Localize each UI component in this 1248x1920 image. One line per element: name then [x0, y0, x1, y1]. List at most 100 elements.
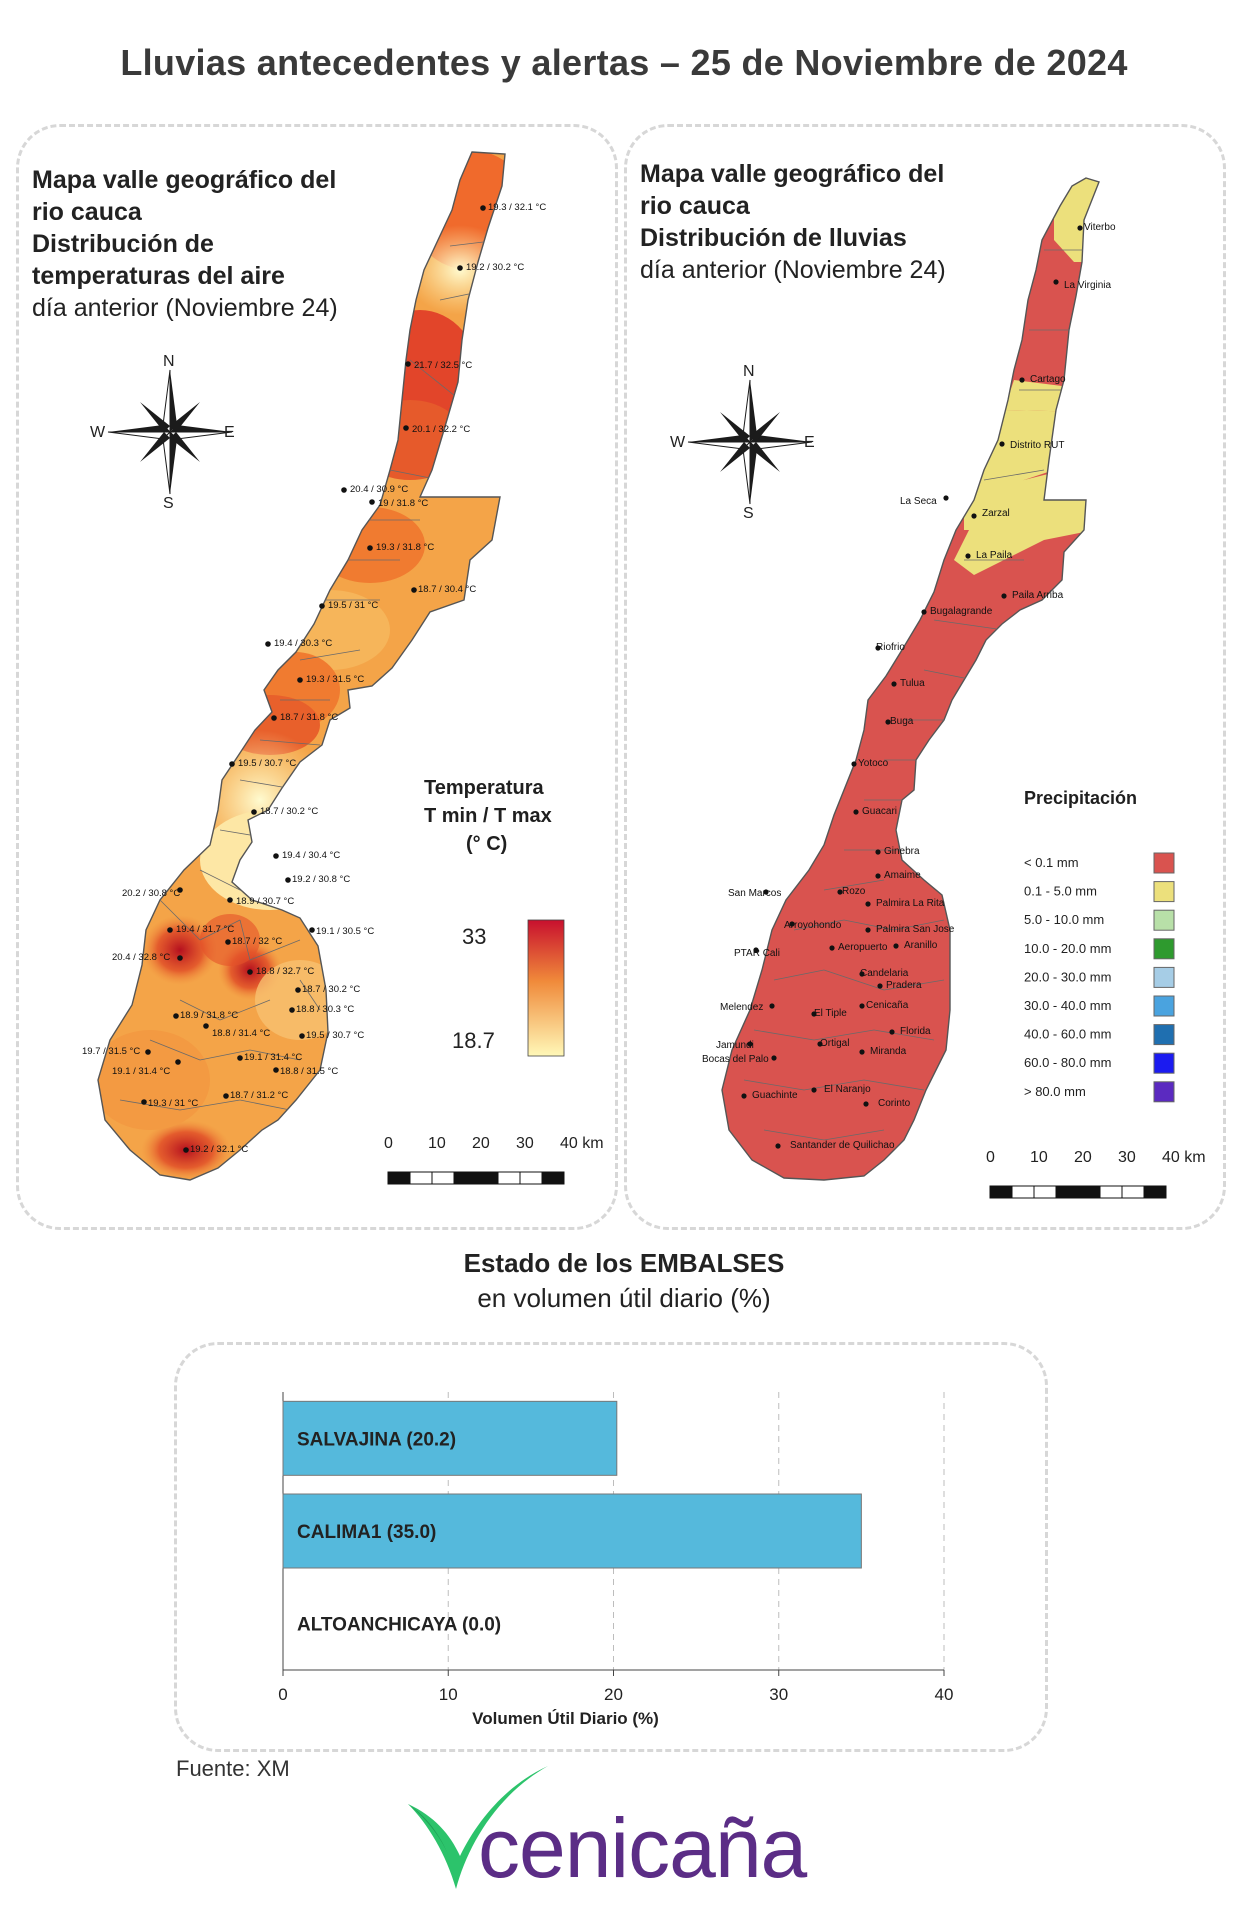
rain-station-label: Paila Arriba	[1012, 590, 1064, 601]
scale-segment	[519, 1171, 543, 1185]
scale-segment	[989, 1185, 1013, 1199]
rain-station-dot	[811, 1087, 817, 1093]
page-title: Lluvias antecedentes y alertas – 25 de N…	[120, 42, 1128, 83]
precip-legend-swatch	[1153, 1024, 1175, 1046]
precip-legend-swatch	[1153, 966, 1175, 988]
temp-subtitle: día anterior (Noviembre 24)	[32, 294, 338, 322]
temp-station-dot	[265, 641, 271, 647]
rain-station-label: Guacari	[862, 806, 897, 817]
scale-segment	[541, 1171, 565, 1185]
scale-segment	[1055, 1185, 1079, 1199]
temp-station-label: 20.1 / 32.2 °C	[412, 424, 470, 435]
temp-station-label: 19.5 / 31 °C	[328, 600, 378, 611]
temp-station-label: 18.7 / 30.4 °C	[418, 584, 476, 595]
rain-title-line-2: rio cauca	[640, 192, 750, 220]
rain-station-dot	[877, 983, 883, 989]
temperature-map-title: Mapa valle geográfico del rio cauca Dist…	[32, 164, 338, 324]
precip-legend-label: 10.0 - 20.0 mm	[1024, 941, 1111, 956]
scale-label: 20	[472, 1135, 490, 1152]
scale-segment	[475, 1171, 499, 1185]
rain-station-label: Rozo	[842, 886, 866, 897]
temperature-map: N S W E 19.3 / 32.1 °C 19.2 / 30.2 °C 21.7…	[82, 151, 604, 1185]
rain-station-dot	[865, 927, 871, 933]
rain-subtitle: día anterior (Noviembre 24)	[640, 256, 946, 284]
rain-station-label: Ortigal	[820, 1038, 849, 1049]
x-tick-label: 20	[604, 1685, 623, 1704]
temp-station-label: 18.7 / 30.2 °C	[302, 984, 360, 995]
reservoir-bar-label: CALIMA1 (35.0)	[297, 1522, 436, 1543]
precipitation-legend: < 0.1 mm 0.1 - 5.0 mm 5.0 - 10.0 mm 10.0 - …	[1024, 852, 1175, 1103]
scale-label: 30	[1118, 1149, 1136, 1166]
temperature-stations: 19.3 / 32.1 °C 19.2 / 30.2 °C 21.7 / 32.5 …	[82, 202, 546, 1155]
scale-segment	[1099, 1185, 1123, 1199]
rain-station-label: Florida	[900, 1026, 931, 1037]
precip-legend-swatch	[1153, 909, 1175, 931]
rain-station-label: Distrito RUT	[1010, 440, 1064, 451]
temp-legend-max: 33	[462, 924, 486, 949]
rain-station-label: Buga	[890, 716, 914, 727]
rain-station-label: Pradera	[886, 980, 922, 991]
rain-station-label: Corinto	[878, 1098, 911, 1109]
temp-station-dot	[289, 1007, 295, 1013]
rain-map-title: Mapa valle geográfico del rio cauca Dist…	[640, 158, 946, 286]
temp-station-dot	[145, 1049, 151, 1055]
temp-station-dot	[183, 1147, 189, 1153]
scale-label: 10	[428, 1135, 446, 1152]
rain-station-dot	[893, 943, 899, 949]
rain-compass-s: S	[743, 505, 754, 522]
rain-station-label: Santander de Quilichao	[790, 1140, 895, 1151]
temp-legend-title-1: Temperatura	[424, 777, 545, 799]
temp-station-dot	[480, 205, 486, 211]
temp-station-label: 18.9 / 31.8 °C	[180, 1010, 238, 1021]
reservoirs-subtitle: en volumen útil diario (%)	[477, 1283, 771, 1313]
scale-segment	[1033, 1185, 1057, 1199]
precip-legend-swatch	[1153, 1052, 1175, 1074]
temp-station-label: 21.7 / 32.5 °C	[414, 360, 472, 371]
rain-station-label: Palmira La Rita	[876, 898, 945, 909]
temp-station-dot	[285, 877, 291, 883]
temp-compass-w: W	[90, 424, 106, 441]
temp-legend-title-2: T min / T max	[424, 805, 552, 827]
rain-title-line-3: Distribución de lluvias	[640, 224, 907, 252]
rain-station-dot	[775, 1143, 781, 1149]
rain-station-dot	[1077, 225, 1083, 231]
temp-title-line-1: Mapa valle geográfico del	[32, 166, 337, 194]
temp-station-label: 18.7 / 32 °C	[232, 936, 282, 947]
temp-station-dot	[177, 955, 183, 961]
x-tick-label: 40	[935, 1685, 954, 1704]
precip-legend-title: Precipitación	[1024, 788, 1137, 808]
rain-station-dot	[817, 1041, 823, 1047]
temp-station-dot	[457, 265, 463, 271]
rain-station-dot	[747, 1041, 753, 1047]
temp-station-label: 19 / 31.8 °C	[378, 498, 428, 509]
temp-title-line-2: rio cauca	[32, 198, 142, 226]
temp-title-line-4: temperaturas del aire	[32, 262, 285, 290]
scale-label: 0	[986, 1149, 995, 1166]
temp-station-label: 19.2 / 30.2 °C	[466, 262, 524, 273]
rain-station-dot	[853, 809, 859, 815]
temp-station-label: 19.3 / 32.1 °C	[488, 202, 546, 213]
temp-station-dot	[225, 939, 231, 945]
scale-segment	[409, 1171, 433, 1185]
precip-legend-swatch	[1153, 995, 1175, 1017]
rain-station-label: Melendez	[720, 1002, 763, 1013]
rain-station-dot	[851, 761, 857, 767]
scale-label: 0	[384, 1135, 393, 1152]
reservoir-bar	[282, 1400, 618, 1476]
precip-legend-label: 40.0 - 60.0 mm	[1024, 1027, 1111, 1042]
x-tick-label: 30	[769, 1685, 788, 1704]
temp-station-dot	[273, 1067, 279, 1073]
scale-segment	[431, 1171, 455, 1185]
precip-legend-label: 5.0 - 10.0 mm	[1024, 912, 1104, 927]
precip-legend-label: 0.1 - 5.0 mm	[1024, 884, 1097, 899]
rain-station-dot	[921, 609, 927, 615]
rain-station-label: Ginebra	[884, 846, 920, 857]
scale-label: 40 km	[560, 1135, 604, 1152]
rain-station-dot	[875, 645, 881, 651]
temp-station-dot	[273, 853, 279, 859]
temp-station-label: 19.5 / 30.7 °C	[306, 1030, 364, 1041]
reservoir-bar-label: ALTOANCHICAYA (0.0)	[297, 1615, 501, 1636]
rain-station-label: Guachinte	[752, 1090, 798, 1101]
cenicana-logo-text: cenicaña	[478, 1801, 807, 1895]
temp-station-label: 18.9 / 30.7 °C	[236, 896, 294, 907]
